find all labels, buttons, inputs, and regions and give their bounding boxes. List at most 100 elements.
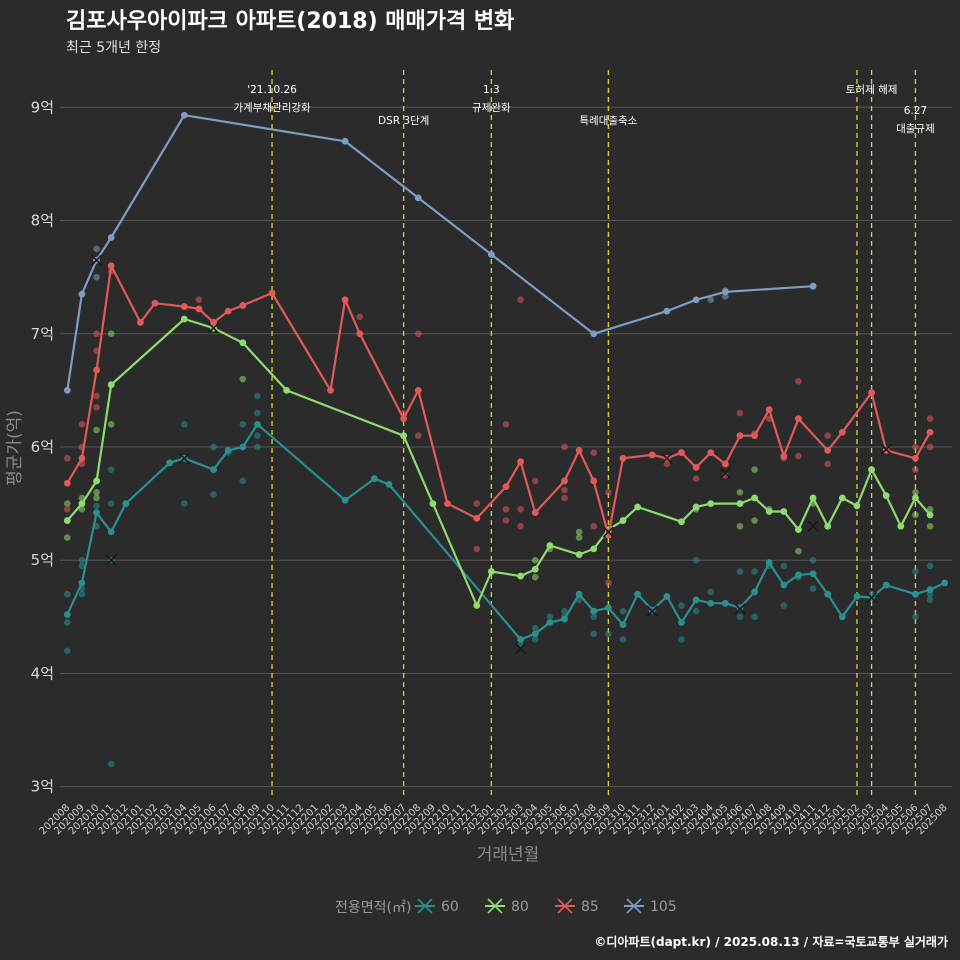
- line-point: [751, 588, 758, 596]
- line-point: [575, 551, 583, 558]
- line-point: [370, 475, 378, 483]
- line-point: [795, 415, 802, 423]
- data-point: [64, 534, 71, 541]
- line-point: [941, 579, 949, 587]
- line-point: [736, 604, 744, 612]
- data-point: [107, 500, 115, 507]
- line-point: [663, 593, 671, 600]
- line-point: [414, 194, 422, 202]
- legend-title: 전용면적(㎡): [335, 900, 411, 916]
- data-point: [239, 375, 247, 383]
- data-point: [93, 392, 100, 400]
- event-label: 1.3: [483, 84, 500, 96]
- line-point: [663, 307, 671, 315]
- line-point: [838, 613, 846, 621]
- data-point: [575, 528, 583, 536]
- event-label: 6.27: [904, 105, 927, 117]
- data-point: [736, 522, 744, 530]
- line-point: [473, 602, 481, 609]
- data-point: [809, 585, 817, 592]
- y-tick-label: 8억: [31, 212, 54, 230]
- line-point: [224, 307, 232, 315]
- series-105: [63, 111, 817, 394]
- data-point: [824, 432, 832, 439]
- caption: ©디아파트(dapt.kr) / 2025.08.13 / 자료=국토교통부 실…: [594, 934, 948, 949]
- line-point: [721, 599, 729, 607]
- data-point: [795, 452, 802, 460]
- data-point: [517, 505, 524, 513]
- cross-marker: [90, 254, 103, 266]
- line-point: [678, 518, 685, 526]
- line-point: [868, 466, 875, 474]
- data-point: [502, 421, 510, 428]
- chart-subtitle: 최근 5개년 한정: [66, 40, 161, 56]
- legend-label-60: 60: [441, 899, 459, 915]
- line-point: [868, 389, 875, 397]
- line-point: [912, 590, 919, 598]
- line-point: [707, 449, 715, 457]
- line-point: [809, 570, 817, 578]
- event-label-sub: 가계부채관리강화: [233, 102, 311, 114]
- line-point: [751, 494, 758, 502]
- event-label: '21.10.26: [247, 84, 297, 96]
- cross-marker: [807, 520, 819, 532]
- data-point: [561, 486, 568, 494]
- event-label: DSR 3단계: [378, 115, 429, 127]
- line-point: [678, 449, 685, 457]
- line-point: [648, 451, 656, 459]
- line-point: [283, 386, 291, 394]
- data-point: [210, 443, 217, 451]
- line-point: [897, 522, 905, 530]
- data-point: [93, 273, 100, 281]
- data-point: [619, 636, 627, 643]
- data-point: [414, 432, 422, 439]
- legend-cross-60: [417, 898, 433, 914]
- line-point: [751, 432, 758, 440]
- line-point: [63, 611, 71, 618]
- data-point: [254, 409, 261, 417]
- data-point: [546, 613, 554, 621]
- line-point: [882, 581, 890, 589]
- line-point: [838, 428, 846, 436]
- line-point: [78, 454, 86, 462]
- line-point: [531, 509, 539, 517]
- line-point: [926, 511, 934, 519]
- line-point: [824, 590, 832, 598]
- line-point: [180, 111, 188, 119]
- series-80: [63, 315, 934, 609]
- data-point: [678, 636, 685, 643]
- line-point: [341, 137, 349, 145]
- y-tick-label: 5억: [31, 551, 54, 569]
- data-point: [93, 494, 100, 502]
- data-point: [93, 488, 100, 496]
- data-point: [93, 404, 100, 411]
- line-point: [93, 366, 100, 374]
- line-point: [590, 477, 598, 485]
- data-point: [517, 522, 524, 530]
- event-label-sub: 대출규제: [896, 123, 935, 135]
- data-point: [180, 421, 188, 428]
- line-point: [502, 483, 510, 491]
- data-point: [531, 556, 539, 564]
- line-point: [692, 503, 700, 511]
- line-point: [78, 290, 86, 298]
- line-point: [210, 466, 217, 474]
- cross-marker: [880, 443, 892, 455]
- data-point: [751, 613, 758, 621]
- line-point: [561, 615, 568, 623]
- data-point: [64, 619, 71, 626]
- data-point: [239, 421, 247, 428]
- event-label: 토허제 해제: [846, 83, 898, 96]
- line-point: [107, 381, 115, 389]
- y-axis-title: 평균가(억): [5, 410, 25, 486]
- data-point: [736, 613, 744, 621]
- data-point: [590, 613, 598, 621]
- line-point: [268, 289, 276, 297]
- data-point: [912, 613, 919, 621]
- data-point: [531, 624, 539, 632]
- data-point: [707, 588, 715, 596]
- data-point: [254, 432, 261, 439]
- line-point: [795, 526, 802, 534]
- series-layer: [63, 111, 949, 768]
